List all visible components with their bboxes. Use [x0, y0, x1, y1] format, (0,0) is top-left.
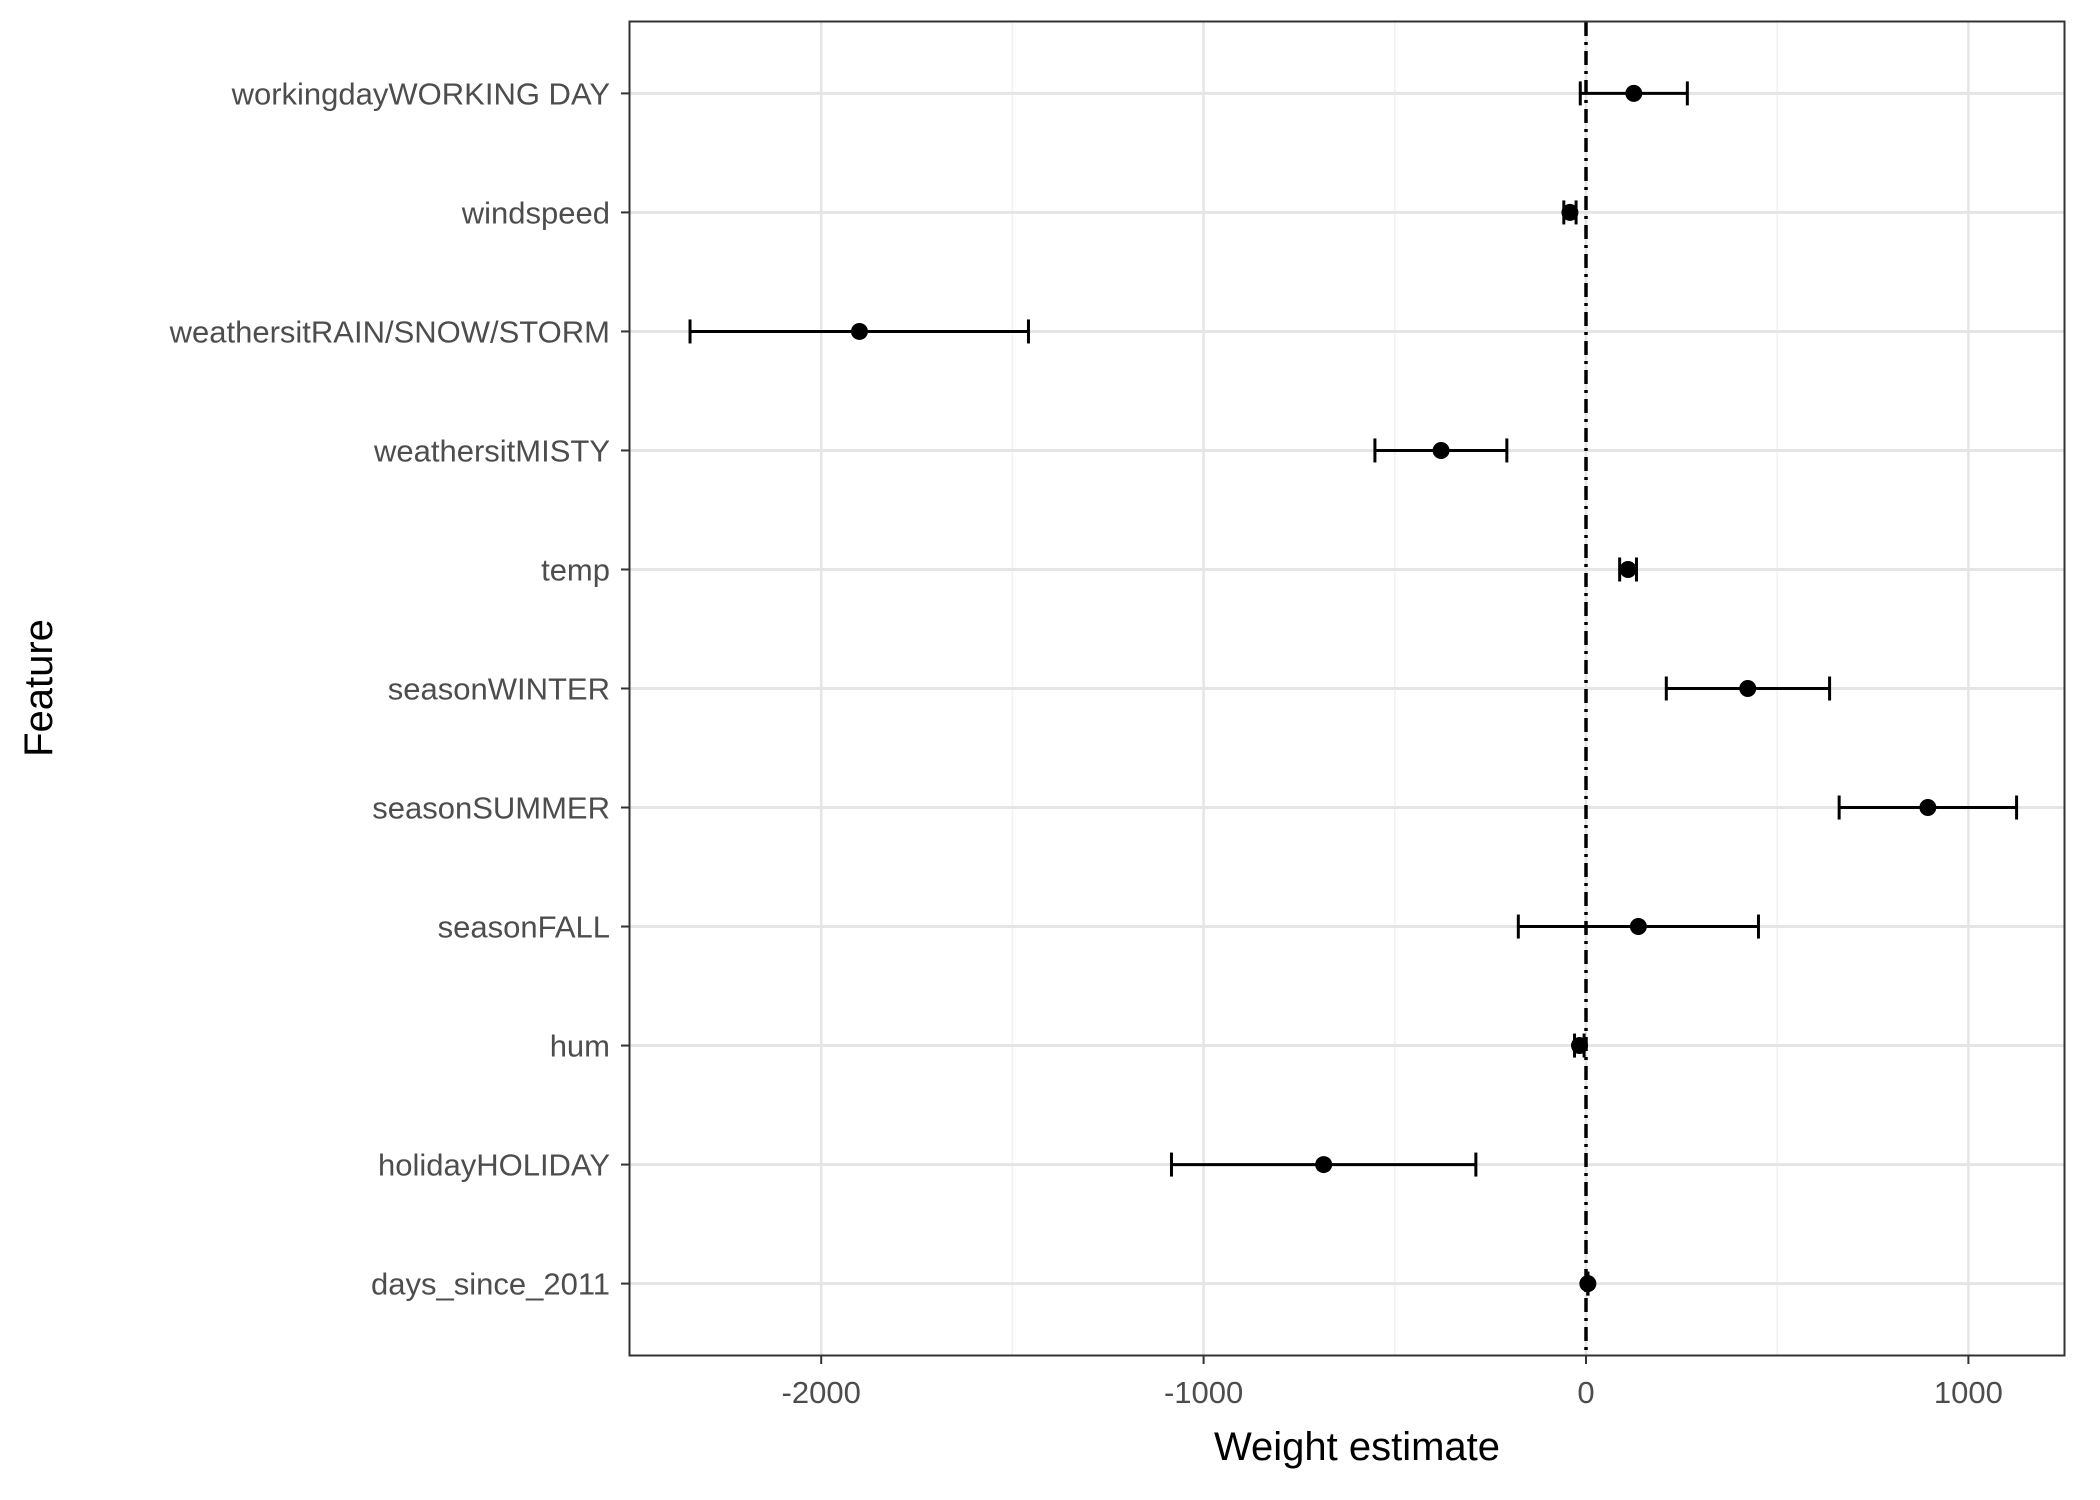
data-point [1629, 918, 1647, 936]
data-point [850, 322, 868, 340]
x-tick-label: -1000 [1164, 1375, 1243, 1410]
y-axis-title: Feature [17, 619, 61, 757]
y-tick-label: seasonWINTER [388, 672, 610, 707]
y-tick-label: windspeed [461, 195, 610, 230]
point-layer [850, 84, 1937, 1293]
y-tick-label: weathersitMISTY [373, 433, 610, 468]
data-point [1315, 1156, 1333, 1174]
x-tick-label: 1000 [1934, 1375, 2003, 1410]
data-point [1919, 799, 1937, 817]
y-tick-label: hum [550, 1029, 610, 1064]
x-tick-label: 0 [1577, 1375, 1594, 1410]
y-tick-label: holidayHOLIDAY [378, 1148, 610, 1183]
grid-layer [629, 22, 2064, 1355]
data-point [1570, 1037, 1588, 1055]
data-point [1619, 560, 1637, 578]
x-tick-label: -2000 [782, 1375, 861, 1410]
y-tick-label: workingdayWORKING DAY [231, 76, 610, 111]
y-tick-label: seasonSUMMER [372, 791, 610, 826]
data-point [1561, 203, 1579, 221]
data-point [1432, 441, 1450, 459]
x-axis-title: Weight estimate [1214, 1425, 1500, 1469]
y-axis-ticks: workingdayWORKING DAY windspeed weathersit… [169, 76, 630, 1302]
data-point [1739, 680, 1757, 697]
y-tick-label: weathersitRAIN/SNOW/STORM [169, 314, 610, 349]
y-tick-label: seasonFALL [438, 910, 610, 945]
x-axis-ticks: -2000 -1000 0 1000 [782, 1355, 2003, 1410]
y-tick-label: temp [541, 552, 610, 587]
data-point [1579, 1275, 1597, 1293]
data-point [1625, 84, 1643, 102]
y-tick-label: days_since_2011 [371, 1267, 610, 1302]
